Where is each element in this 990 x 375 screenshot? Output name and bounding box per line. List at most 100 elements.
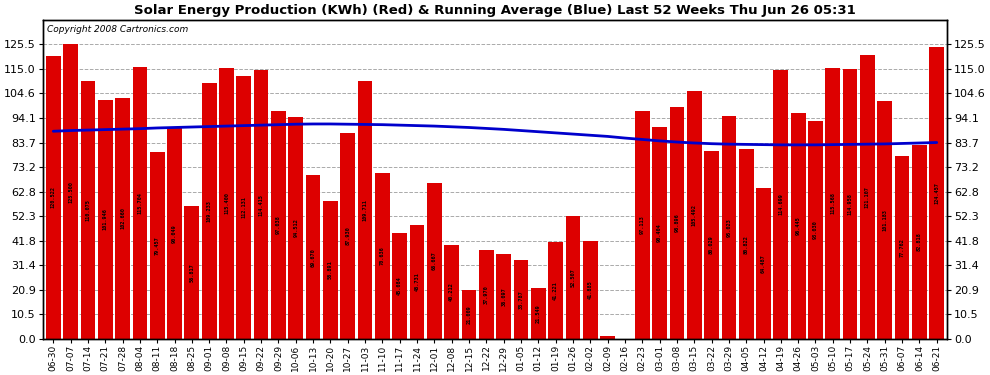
- Text: 48.731: 48.731: [415, 273, 420, 291]
- Bar: [288, 117, 303, 339]
- Text: 90.049: 90.049: [172, 224, 177, 243]
- Text: 69.670: 69.670: [311, 248, 316, 267]
- Bar: [46, 56, 60, 339]
- Bar: [98, 100, 113, 339]
- Bar: [565, 216, 580, 339]
- Bar: [583, 241, 598, 339]
- Bar: [739, 149, 753, 339]
- Bar: [756, 188, 771, 339]
- Text: 64.487: 64.487: [761, 254, 766, 273]
- Bar: [237, 76, 251, 339]
- Text: 109.711: 109.711: [362, 199, 367, 221]
- Text: 93.030: 93.030: [813, 220, 818, 239]
- Bar: [115, 98, 130, 339]
- Text: 95.023: 95.023: [727, 218, 732, 237]
- Bar: [202, 82, 217, 339]
- Bar: [149, 153, 164, 339]
- Text: 66.667: 66.667: [432, 251, 437, 270]
- Bar: [445, 244, 459, 339]
- Text: 109.233: 109.233: [207, 200, 212, 222]
- Bar: [133, 68, 148, 339]
- Text: 80.029: 80.029: [709, 236, 714, 255]
- Text: 41.885: 41.885: [588, 280, 593, 299]
- Bar: [514, 260, 529, 339]
- Text: 97.113: 97.113: [640, 216, 644, 234]
- Bar: [842, 69, 857, 339]
- Text: 110.075: 110.075: [85, 199, 90, 221]
- Bar: [531, 288, 545, 339]
- Bar: [808, 121, 823, 339]
- Text: 45.084: 45.084: [397, 277, 402, 296]
- Bar: [323, 201, 338, 339]
- Text: 70.636: 70.636: [380, 247, 385, 266]
- Text: 21.009: 21.009: [466, 305, 471, 324]
- Bar: [375, 173, 390, 339]
- Bar: [687, 92, 702, 339]
- Text: 115.568: 115.568: [831, 192, 836, 214]
- Text: 21.549: 21.549: [536, 304, 541, 323]
- Bar: [63, 44, 78, 339]
- Bar: [860, 55, 875, 339]
- Bar: [253, 70, 268, 339]
- Bar: [548, 242, 563, 339]
- Text: 40.212: 40.212: [449, 282, 454, 301]
- Text: 112.131: 112.131: [242, 196, 247, 218]
- Bar: [184, 206, 199, 339]
- Text: 36.097: 36.097: [501, 287, 506, 306]
- Text: Copyright 2008 Cartronics.com: Copyright 2008 Cartronics.com: [48, 24, 189, 33]
- Text: 114.958: 114.958: [847, 193, 852, 215]
- Bar: [826, 68, 841, 339]
- Text: 115.704: 115.704: [138, 192, 143, 214]
- Bar: [635, 111, 649, 339]
- Bar: [357, 81, 372, 339]
- Bar: [306, 176, 321, 339]
- Text: 124.457: 124.457: [935, 182, 940, 204]
- Bar: [410, 225, 425, 339]
- Bar: [704, 151, 719, 339]
- Text: 101.946: 101.946: [103, 209, 108, 230]
- Bar: [167, 128, 182, 339]
- Text: 58.891: 58.891: [328, 261, 333, 279]
- Text: 115.400: 115.400: [224, 193, 229, 214]
- Bar: [461, 290, 476, 339]
- Text: 33.787: 33.787: [519, 290, 524, 309]
- Text: 105.492: 105.492: [692, 204, 697, 226]
- Text: 98.896: 98.896: [674, 213, 679, 232]
- Text: 102.660: 102.660: [120, 208, 125, 230]
- Bar: [496, 254, 511, 339]
- Text: 56.817: 56.817: [189, 263, 194, 282]
- Text: 101.183: 101.183: [882, 209, 887, 231]
- Bar: [669, 107, 684, 339]
- Text: 97.038: 97.038: [276, 216, 281, 234]
- Text: 94.512: 94.512: [293, 219, 298, 237]
- Text: 87.930: 87.930: [346, 226, 350, 245]
- Text: 41.221: 41.221: [553, 281, 558, 300]
- Bar: [652, 127, 667, 339]
- Bar: [341, 133, 355, 339]
- Bar: [219, 68, 234, 339]
- Bar: [600, 336, 615, 339]
- Text: 52.507: 52.507: [570, 268, 575, 287]
- Bar: [392, 233, 407, 339]
- Bar: [80, 81, 95, 339]
- Text: 121.107: 121.107: [865, 186, 870, 208]
- Bar: [791, 112, 806, 339]
- Bar: [930, 47, 944, 339]
- Bar: [722, 116, 737, 339]
- Text: 37.970: 37.970: [484, 285, 489, 304]
- Title: Solar Energy Production (KWh) (Red) & Running Average (Blue) Last 52 Weeks Thu J: Solar Energy Production (KWh) (Red) & Ru…: [134, 4, 856, 17]
- Text: 125.500: 125.500: [68, 181, 73, 203]
- Bar: [773, 70, 788, 339]
- Bar: [479, 250, 494, 339]
- Text: 114.415: 114.415: [258, 194, 263, 216]
- Text: 80.822: 80.822: [743, 235, 748, 254]
- Text: 77.762: 77.762: [900, 238, 905, 257]
- Text: 79.457: 79.457: [154, 236, 159, 255]
- Text: 96.445: 96.445: [796, 216, 801, 235]
- Text: 120.522: 120.522: [50, 187, 55, 209]
- Bar: [895, 156, 910, 339]
- Bar: [912, 145, 927, 339]
- Text: 114.699: 114.699: [778, 194, 783, 215]
- Bar: [271, 111, 286, 339]
- Bar: [427, 183, 442, 339]
